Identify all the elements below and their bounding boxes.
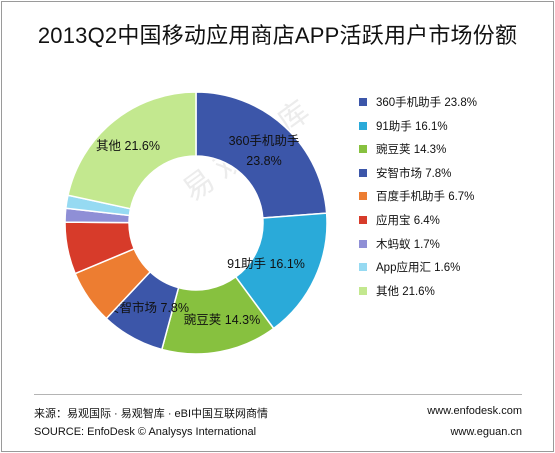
legend-swatch — [359, 192, 367, 201]
legend-item: 百度手机助手 6.7% — [359, 188, 549, 212]
legend-item: 豌豆荚 14.3% — [359, 141, 549, 165]
slice-value-label: 23.8% — [246, 154, 281, 168]
legend-item: 应用宝 6.4% — [359, 212, 549, 236]
source-en: SOURCE: EnfoDesk © Analysys Internationa… — [34, 426, 257, 438]
site-link-eguan[interactable]: www.eguan.cn — [450, 426, 522, 438]
legend-label: 豌豆荚 14.3% — [376, 144, 447, 157]
legend-label: 安智市场 7.8% — [376, 167, 452, 180]
donut-slice — [195, 91, 328, 219]
slice-label: 其他 21.6% — [96, 139, 160, 153]
legend-swatch — [359, 121, 367, 130]
legend-swatch — [359, 168, 367, 177]
legend-label: App应用汇 1.6% — [376, 262, 461, 275]
legend-swatch — [359, 239, 367, 248]
legend-item: 安智市场 7.8% — [359, 165, 549, 189]
donut-slice — [67, 91, 197, 210]
legend-label: 木蚂蚁 1.7% — [376, 238, 440, 251]
chart-title: 2013Q2中国移动应用商店APP活跃用户市场份额 — [37, 23, 518, 48]
legend-item: 91助手 16.1% — [359, 118, 549, 142]
footer-divider — [34, 394, 522, 395]
slice-label: 安智市场 7.8% — [107, 300, 189, 315]
legend-swatch — [359, 98, 367, 106]
site-link-enfodesk[interactable]: www.enfodesk.com — [427, 405, 522, 417]
legend-swatch — [359, 215, 367, 224]
legend-label: 360手机助手 23.8% — [376, 97, 477, 109]
legend-swatch — [359, 263, 367, 272]
chart-legend: 360手机助手 23.8% 91助手 16.1% 豌豆荚 14.3% 安智市场 7.8… — [359, 94, 549, 306]
slice-label: 豌豆荚 14.3% — [184, 312, 260, 327]
legend-label: 应用宝 6.4% — [376, 214, 440, 227]
legend-item: 木蚂蚁 1.7% — [359, 236, 549, 260]
slice-label: 360手机助手 — [229, 134, 300, 148]
legend-swatch — [359, 286, 367, 295]
source-cn: 来源：易观国际 · 易观智库 · eBI中国互联网商情 — [34, 408, 269, 420]
legend-item: 其他 21.6% — [359, 283, 549, 307]
legend-label: 其他 21.6% — [376, 285, 435, 298]
legend-label: 91助手 16.1% — [376, 120, 448, 133]
legend-label: 百度手机助手 6.7% — [376, 191, 475, 204]
legend-item: App应用汇 1.6% — [359, 259, 549, 283]
legend-swatch — [359, 145, 367, 154]
slice-label: 91助手 16.1% — [227, 257, 305, 271]
legend-item: 360手机助手 23.8% — [359, 94, 549, 118]
